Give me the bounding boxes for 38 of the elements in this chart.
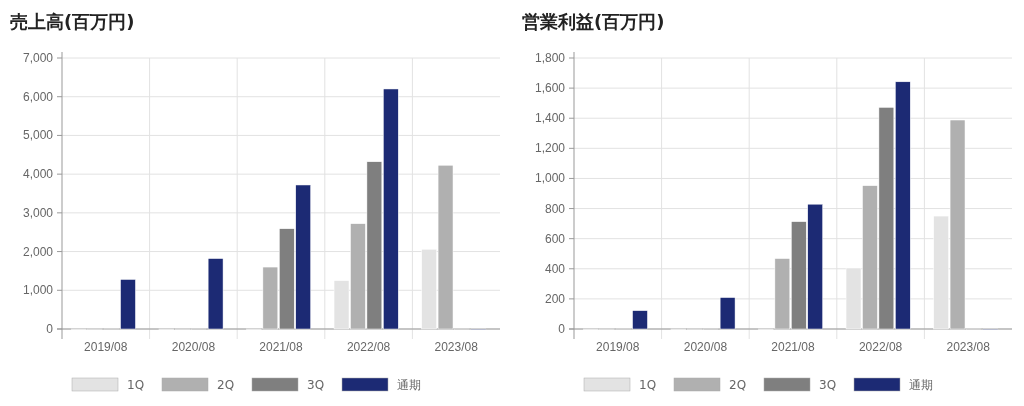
y-tick-label: 1,800 — [534, 51, 566, 65]
y-tick-label: 7,000 — [22, 51, 54, 65]
legend-label: 3Q — [819, 378, 837, 392]
x-tick-label: 2019/08 — [84, 340, 128, 354]
y-tick-label: 1,400 — [534, 111, 566, 126]
y-tick-label: 5,000 — [22, 128, 54, 143]
x-tick-label: 2023/08 — [434, 340, 479, 354]
legend-label: 2Q — [217, 378, 235, 392]
legend-label: 2Q — [729, 378, 747, 392]
y-tick-label: 3,000 — [22, 205, 54, 220]
x-tick-label: 2019/08 — [596, 340, 640, 354]
x-tick-label: 2022/08 — [346, 340, 391, 354]
y-tick-label: 200 — [544, 291, 566, 306]
legend-label: 1Q — [639, 378, 657, 392]
y-tick-label: 1,600 — [534, 81, 566, 96]
x-tick-label: 2021/08 — [259, 340, 304, 354]
x-tick-label: 2022/08 — [858, 340, 903, 354]
chart-title: 営業利益(百万円) — [522, 11, 665, 32]
y-tick-label: 0 — [46, 322, 54, 336]
y-tick-label: 1,200 — [534, 141, 566, 156]
legend-label: 3Q — [307, 378, 325, 392]
x-tick-label: 2020/08 — [171, 340, 216, 354]
y-tick-label: 400 — [544, 261, 566, 276]
chart-title: 売上高(百万円) — [10, 11, 135, 32]
y-tick-label: 600 — [544, 231, 566, 246]
x-tick-label: 2023/08 — [946, 340, 991, 354]
y-tick-label: 1,000 — [534, 171, 566, 186]
y-tick-label: 4,000 — [22, 167, 54, 182]
y-tick-label: 0 — [558, 322, 566, 336]
legend-label: 通期 — [909, 378, 933, 392]
y-tick-label: 1,000 — [22, 283, 54, 298]
y-tick-label: 800 — [544, 201, 566, 216]
y-tick-label: 2,000 — [22, 244, 54, 259]
y-tick-label: 6,000 — [22, 89, 54, 104]
x-tick-label: 2020/08 — [683, 340, 728, 354]
legend-label: 通期 — [397, 378, 421, 392]
legend-label: 1Q — [127, 378, 145, 392]
x-tick-label: 2021/08 — [771, 340, 816, 354]
